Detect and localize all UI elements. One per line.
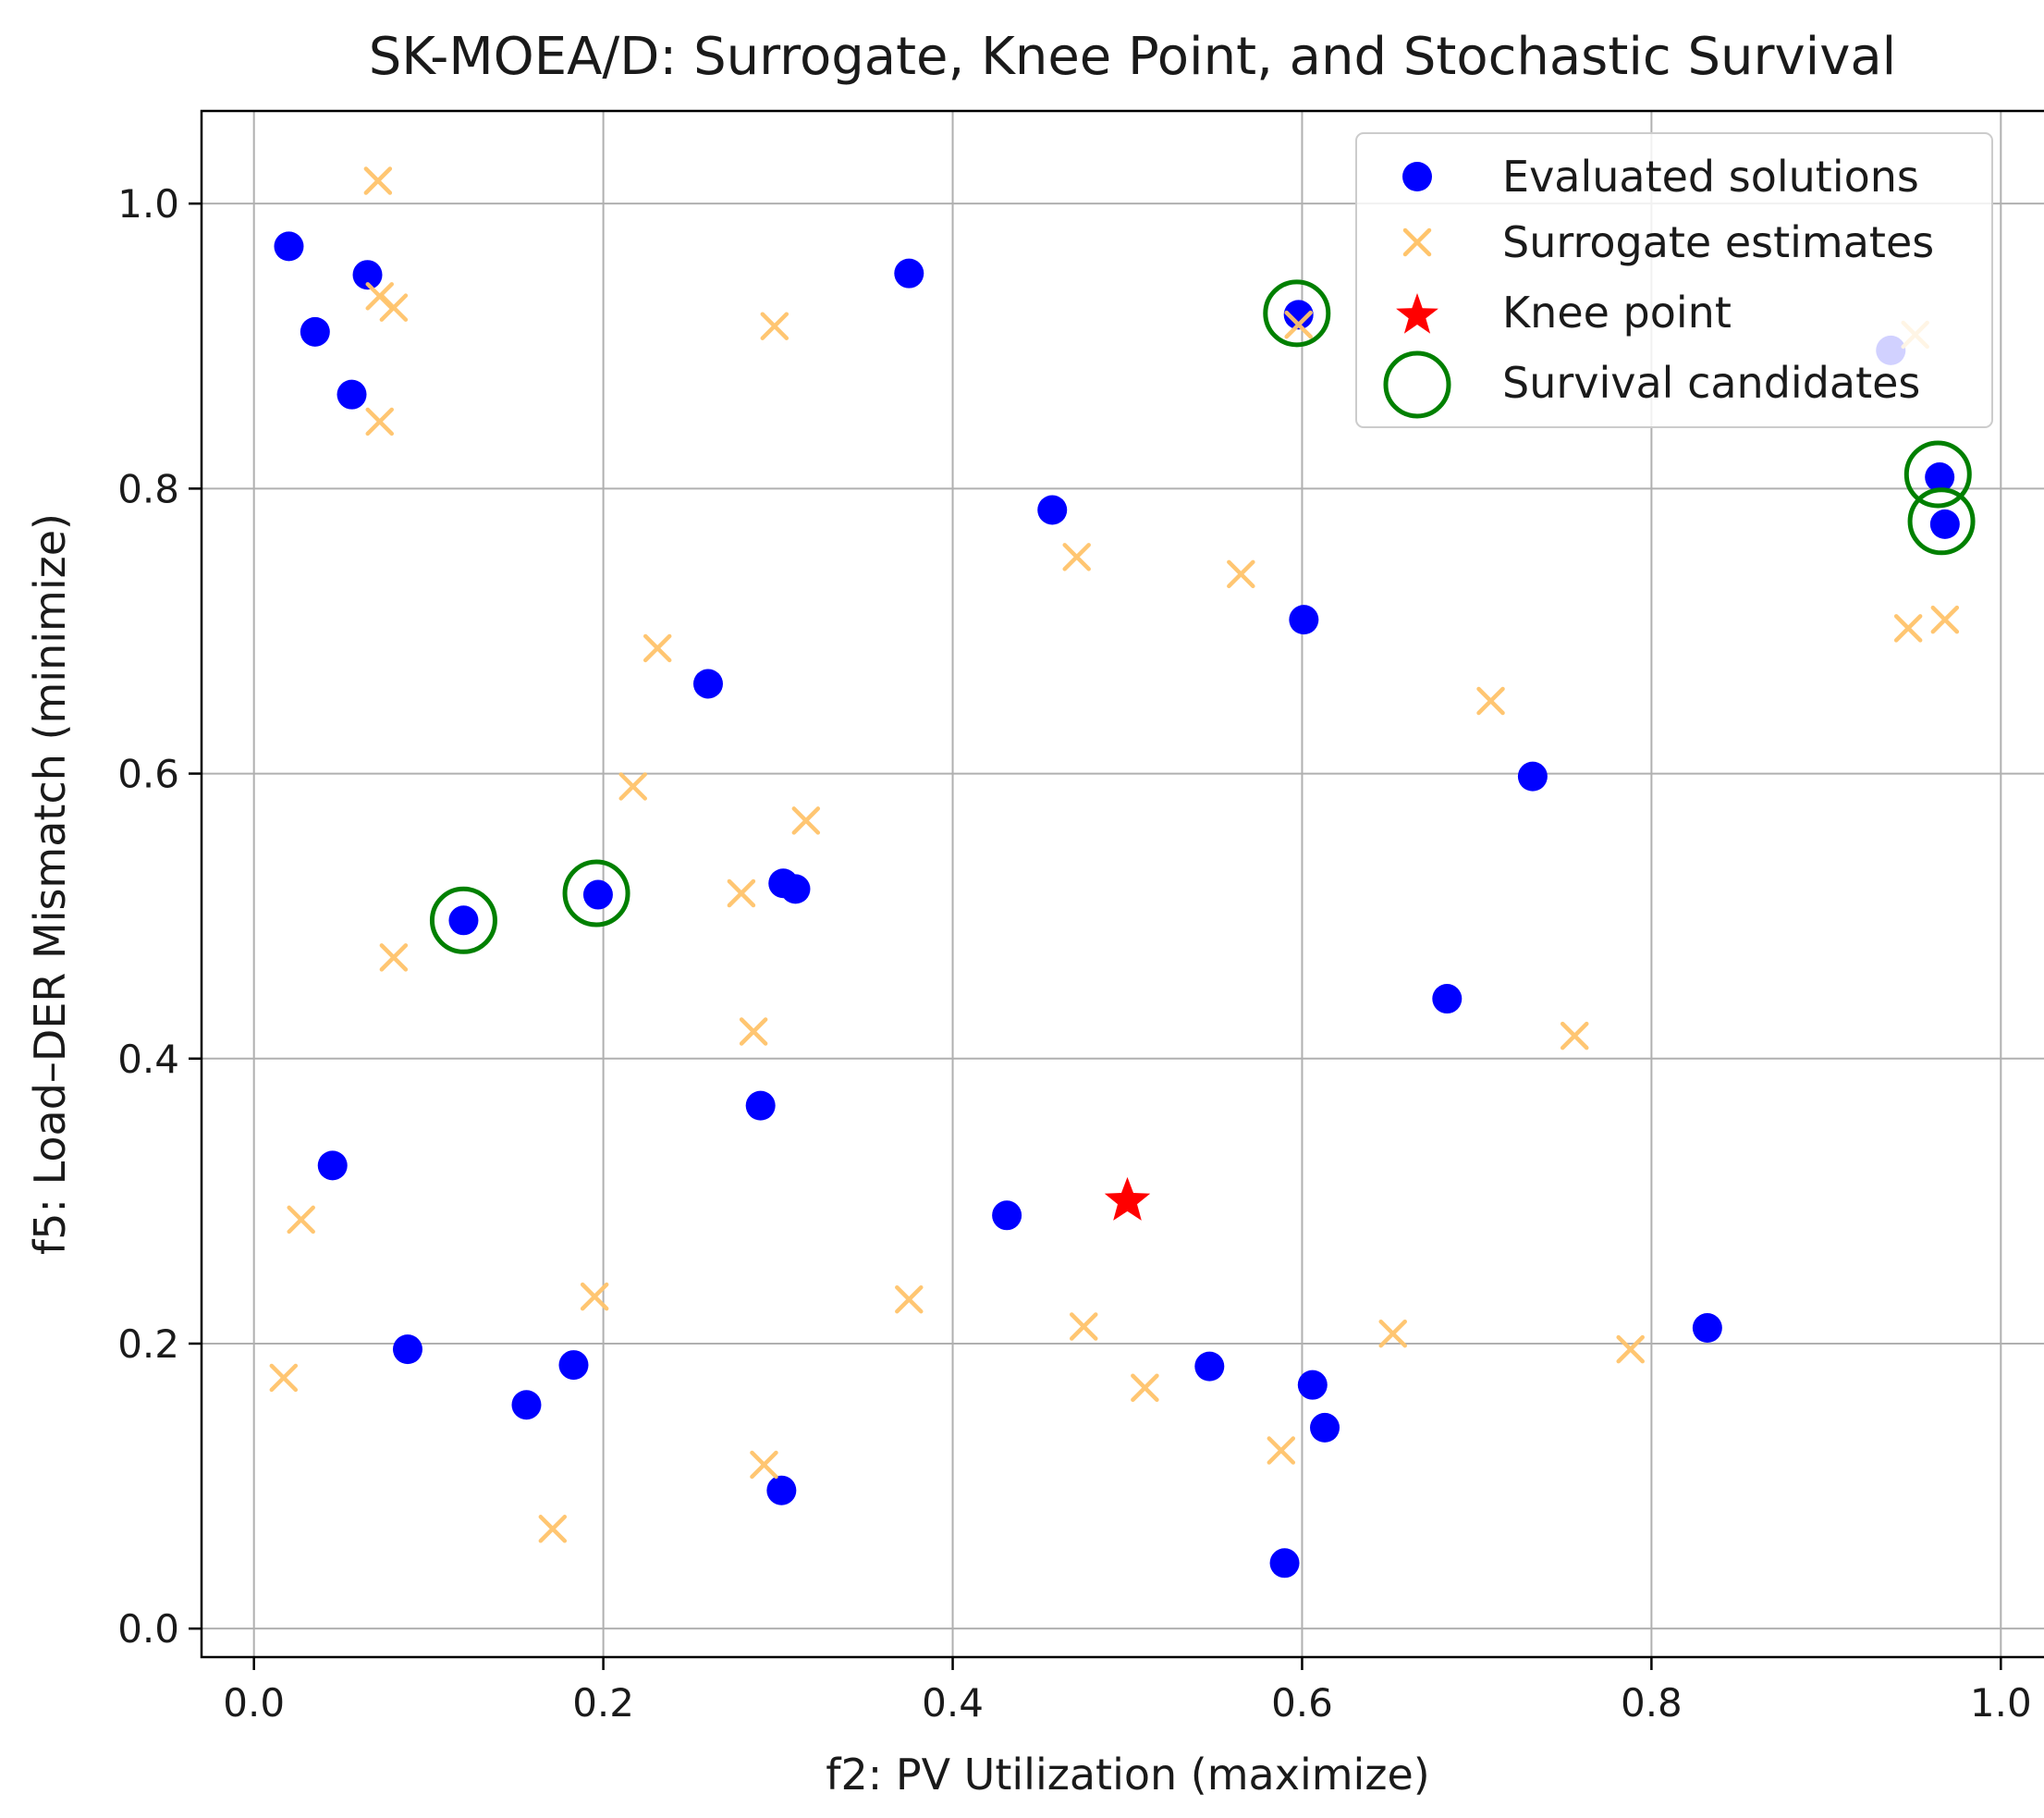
evaluated-solution-point xyxy=(1925,462,1955,493)
survival-candidate-marker xyxy=(1903,440,1972,509)
surrogate-estimate-point xyxy=(1284,310,1313,339)
legend-surrogate-label: Surrogate estimates xyxy=(1502,217,1934,267)
legend-knee-marker xyxy=(1396,293,1438,334)
y-tick-label: 0.4 xyxy=(117,1037,179,1082)
survival-candidate-marker xyxy=(429,886,497,954)
surrogate-estimate-point xyxy=(1070,1312,1098,1341)
evaluated-solution-point xyxy=(1037,495,1068,525)
surrogate-estimate-point xyxy=(1476,686,1505,716)
evaluated-solution-point xyxy=(1929,509,1960,539)
y-axis-label: f5: Load–DER Mismatch (minimize) xyxy=(25,513,75,1255)
surrogate-estimate-point xyxy=(750,1450,778,1480)
evaluated-solution-point xyxy=(448,905,479,936)
chart-title: SK-MOEA/D: Surrogate, Knee Point, and St… xyxy=(369,27,1897,87)
evaluated-solution-point xyxy=(582,879,613,910)
surrogate-estimate-point xyxy=(287,1205,315,1235)
survival-candidate-marker xyxy=(562,859,630,927)
evaluated-solution-point xyxy=(1194,1351,1225,1382)
surrogate-estimate-point xyxy=(269,1363,299,1393)
evaluated-solution-point xyxy=(1289,605,1319,635)
surrogate-estimate-point xyxy=(538,1515,568,1543)
surrogate-estimate-point xyxy=(618,772,647,801)
evaluated-solution-point xyxy=(511,1390,542,1420)
surrogate-estimate-point xyxy=(379,943,409,972)
legend-surrogate-marker xyxy=(1402,227,1432,257)
surrogate-estimate-point xyxy=(1378,1319,1407,1348)
x-tick-label: 0.0 xyxy=(223,1680,285,1726)
x-tick-label: 0.6 xyxy=(1271,1680,1333,1726)
series-surrogate-estimates xyxy=(269,166,1960,1543)
surrogate-estimate-point xyxy=(727,878,756,908)
surrogate-estimate-point xyxy=(365,407,394,436)
evaluated-solution-point xyxy=(1269,1548,1300,1578)
evaluated-solution-point xyxy=(1692,1313,1722,1344)
surrogate-estimate-point xyxy=(791,806,821,835)
y-tick-label: 0.6 xyxy=(117,752,179,797)
evaluated-solution-point xyxy=(392,1334,422,1365)
legend: Evaluated solutions Surrogate estimates … xyxy=(1355,132,1993,428)
legend-knee-label: Knee point xyxy=(1502,288,1732,338)
legend-evaluated-label: Evaluated solutions xyxy=(1502,152,1919,202)
evaluated-solution-point xyxy=(992,1200,1022,1231)
surrogate-estimate-point xyxy=(1267,1436,1296,1465)
evaluated-solution-point xyxy=(692,669,723,699)
surrogate-estimate-point xyxy=(363,166,393,195)
plot-area xyxy=(200,109,2044,1659)
evaluated-solution-point xyxy=(300,316,330,347)
surrogate-estimate-point xyxy=(1062,543,1091,571)
surrogate-estimate-point xyxy=(643,633,672,663)
evaluated-solution-point xyxy=(317,1150,348,1181)
x-tick-label: 0.2 xyxy=(572,1680,634,1726)
evaluated-solution-point xyxy=(352,260,383,290)
evaluated-solution-point xyxy=(894,258,924,289)
y-tick-label: 0.8 xyxy=(117,466,179,511)
survival-candidate-marker xyxy=(1263,279,1331,348)
evaluated-solution-point xyxy=(1310,1412,1340,1443)
x-tick-label: 0.4 xyxy=(922,1680,984,1726)
x-tick-label: 0.8 xyxy=(1621,1680,1683,1726)
evaluated-solution-point xyxy=(1283,300,1314,330)
x-tick-label: 1.0 xyxy=(1970,1680,2032,1726)
surrogate-estimate-point xyxy=(1227,559,1255,589)
knee-point-marker xyxy=(1104,1176,1151,1221)
surrogate-estimate-point xyxy=(580,1282,609,1311)
evaluated-solution-point xyxy=(1297,1370,1328,1400)
surrogate-estimate-point xyxy=(895,1284,924,1314)
legend-survival-label: Survival candidates xyxy=(1502,358,1920,408)
surrogate-estimate-point xyxy=(379,293,409,322)
surrogate-estimate-point xyxy=(1893,614,1923,643)
series-survival-candidates xyxy=(429,279,1976,954)
evaluated-solution-point xyxy=(558,1350,589,1381)
surrogate-estimate-point xyxy=(1616,1334,1645,1364)
evaluated-solution-point xyxy=(1517,761,1548,792)
evaluated-solution-point xyxy=(766,1475,797,1505)
evaluated-solution-point xyxy=(274,231,304,262)
y-tick-label: 0.2 xyxy=(117,1321,179,1367)
surrogate-estimate-point xyxy=(1560,1021,1589,1050)
y-tick-label: 1.0 xyxy=(117,181,179,227)
surrogate-estimate-point xyxy=(1131,1373,1159,1402)
legend-survival-marker xyxy=(1383,350,1451,419)
legend-box xyxy=(1355,132,1993,428)
surrogate-estimate-point xyxy=(739,1017,768,1046)
evaluated-solution-point xyxy=(337,379,367,410)
evaluated-solution-point xyxy=(780,874,811,904)
surrogate-estimate-point xyxy=(760,312,789,340)
series-knee-point xyxy=(1104,1176,1151,1221)
axis-ticks: 0.0 0.2 0.4 0.6 0.8 1.0 0.0 0.2 0.4 0.6 0.8 1.0 xyxy=(117,181,2032,1726)
survival-candidate-marker xyxy=(1907,487,1976,556)
x-axis-label: f2: PV Utilization (maximize) xyxy=(826,1750,1429,1800)
y-tick-label: 0.0 xyxy=(117,1606,179,1652)
evaluated-solution-point xyxy=(1432,984,1463,1014)
evaluated-solution-point xyxy=(745,1090,776,1121)
surrogate-estimate-point xyxy=(1930,605,1960,634)
legend-evaluated-marker xyxy=(1402,162,1432,191)
